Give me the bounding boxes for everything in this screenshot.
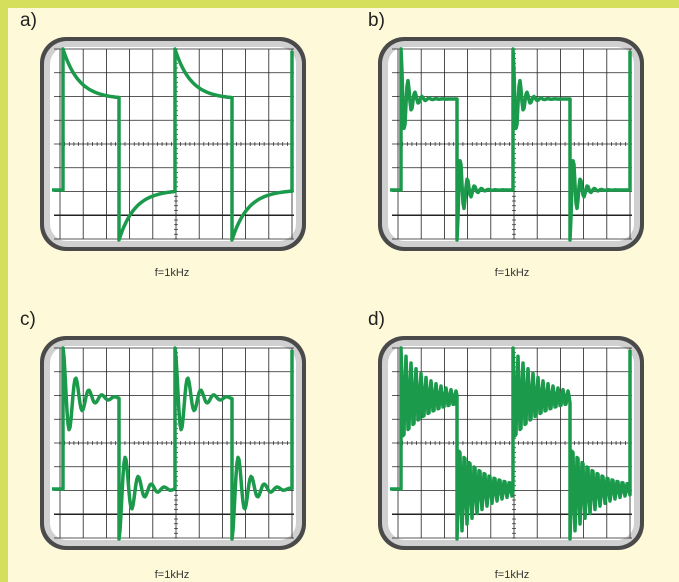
caption: f=1kHz bbox=[155, 267, 190, 279]
waveform bbox=[52, 346, 294, 541]
panel-label: c) bbox=[20, 309, 36, 330]
caption: f=1kHz bbox=[495, 267, 530, 279]
panel-label: a) bbox=[20, 10, 37, 31]
left-strip bbox=[0, 0, 8, 582]
panel-label: b) bbox=[368, 10, 385, 31]
caption: f=1kHz bbox=[495, 569, 530, 581]
waveform bbox=[390, 346, 632, 541]
waveform bbox=[52, 47, 294, 242]
waveform bbox=[390, 47, 632, 242]
panel-label: d) bbox=[368, 309, 385, 330]
top-strip bbox=[0, 0, 679, 8]
caption: f=1kHz bbox=[155, 569, 190, 581]
